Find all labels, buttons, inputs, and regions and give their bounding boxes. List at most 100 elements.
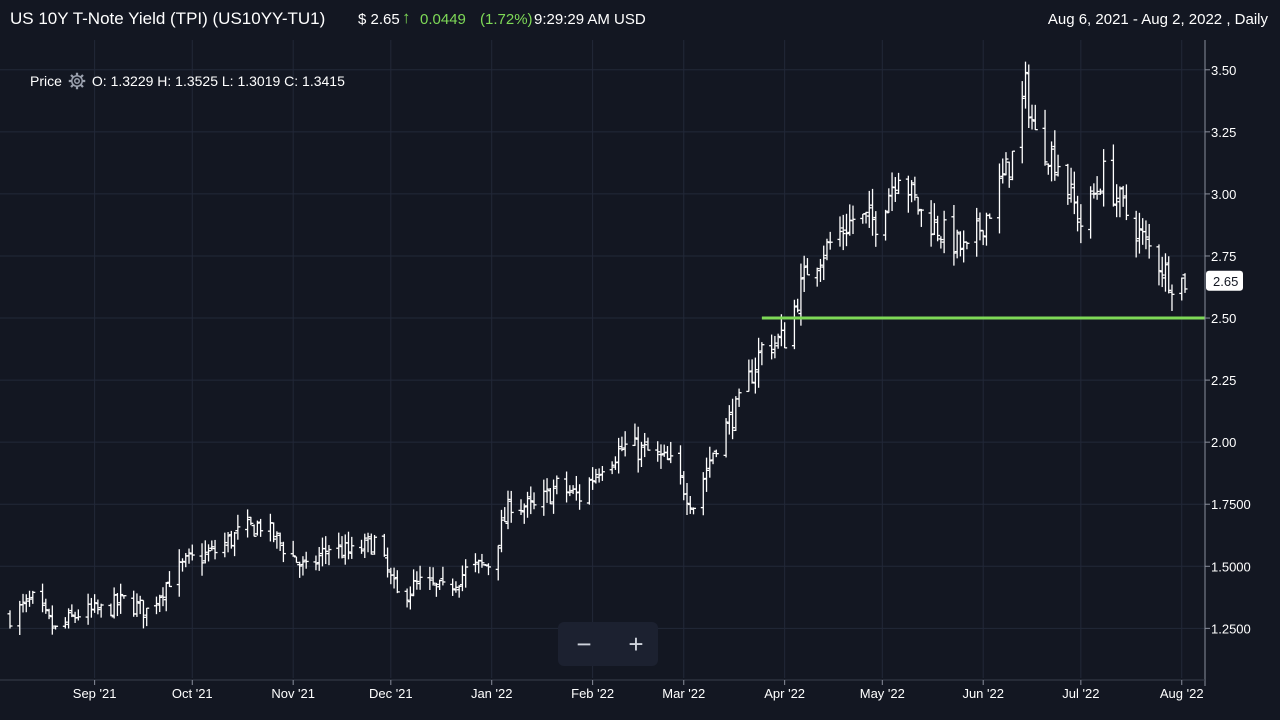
ohlc-bar: [821, 245, 827, 281]
ohlc-bar: [1162, 253, 1168, 292]
ohlc-bar: [43, 598, 49, 614]
ohlc-bar: [723, 418, 729, 458]
x-tick-label: Jan '22: [471, 686, 513, 701]
ohlc-bar: [323, 536, 329, 565]
ohlc-bar: [254, 520, 260, 536]
ohlc-bar: [225, 532, 231, 553]
ohlc-bar: [655, 441, 661, 462]
y-axis: 3.50 3.25 3.00 2.75 2.50 2.25 2.00 1.7500 1.5000…: [1204, 40, 1251, 686]
ohlc-bar: [62, 617, 68, 629]
ohlc-bar: [180, 558, 186, 572]
ohlc-bar: [368, 533, 374, 555]
x-tick-label: Sep '21: [73, 686, 117, 701]
ohlc-bar: [883, 209, 889, 241]
gear-icon[interactable]: [68, 72, 86, 90]
ohlc-bar: [166, 571, 172, 588]
ohlc-bar: [980, 229, 986, 246]
ohlc-bar: [658, 444, 664, 469]
ohlc-bar: [1123, 184, 1129, 221]
ohlc-bar: [140, 599, 146, 629]
ohlc-bar: [622, 431, 628, 457]
ohlc-bar: [1156, 244, 1162, 286]
ohlc-bar: [521, 503, 527, 524]
ohlc-bar: [293, 556, 299, 564]
ohlc-bar: [798, 263, 804, 326]
y-tick-label: 1.5000: [1211, 559, 1251, 574]
ohlc-bar: [459, 565, 465, 592]
ohlc-bar: [271, 522, 277, 543]
ohlc-bar: [186, 548, 192, 564]
last-price-label: 2.65: [1213, 274, 1238, 289]
ohlc-bar: [977, 212, 983, 241]
ohlc-bar: [912, 176, 918, 201]
ohlc-bar: [840, 214, 846, 251]
zoom-out-button[interactable]: −: [576, 629, 592, 659]
ohlc-bar: [1071, 171, 1077, 215]
ohlc-bar: [502, 507, 508, 523]
date-range[interactable]: Aug 6, 2021 - Aug 2, 2022 , Daily: [1047, 11, 1268, 28]
ohlc-bar: [713, 449, 719, 458]
ohlc-bar: [40, 583, 46, 613]
ohlc-bar: [677, 445, 683, 485]
x-tick-label: Dec '21: [369, 686, 413, 701]
ohlc-bar: [707, 446, 713, 478]
ohlc-bar: [554, 475, 560, 495]
ohlc-bar: [342, 534, 348, 565]
ohlc-bar: [642, 432, 648, 458]
ohlc-bar: [339, 536, 345, 559]
y-tick-label: 2.25: [1211, 373, 1236, 388]
ohlc-bar: [319, 537, 325, 567]
ohlc-bar: [277, 532, 283, 551]
ohlc-bar: [814, 267, 820, 287]
quote-time: 9:29:29 AM USD: [534, 11, 646, 28]
ohlc-bar: [440, 566, 446, 586]
ohlc-bar: [632, 423, 638, 447]
ohlc-bar: [756, 337, 762, 388]
ohlc-bar: [1091, 183, 1097, 199]
ohlc-bar: [508, 490, 514, 523]
legend-ohlc: O: 1.3229 H: 1.3525 L: 1.3019 C: 1.3415: [91, 73, 345, 89]
ohlc-bar: [411, 569, 417, 597]
ohlc-bar: [954, 229, 960, 259]
ohlc-bar: [303, 551, 309, 569]
ohlc-bar: [860, 213, 866, 224]
ohlc-bar: [404, 588, 410, 608]
ohlc-bar: [153, 596, 159, 615]
ohlc-bar: [938, 236, 944, 249]
ohlc-bar: [157, 594, 163, 613]
ohlc-bar: [961, 230, 967, 263]
ohlc-bar: [137, 595, 143, 615]
zoom-controls: − +: [558, 622, 658, 666]
ohlc-bar: [1097, 188, 1103, 195]
ohlc-bar: [700, 472, 706, 516]
ohlc-bar: [873, 211, 879, 247]
ohlc-bar: [1009, 150, 1015, 181]
ohlc-bar: [450, 578, 456, 596]
ohlc-bar: [586, 477, 592, 505]
ohlc-bar: [313, 555, 319, 571]
ohlc-bar: [160, 587, 166, 607]
ohlc-bar: [531, 492, 537, 510]
ohlc-bar: [505, 490, 511, 530]
ohlc-bar: [824, 238, 830, 261]
ohlc-bar: [118, 583, 124, 614]
ohlc-bar: [1068, 167, 1074, 203]
ohlc-bar: [931, 203, 937, 235]
ohlc-bar: [551, 479, 557, 514]
zoom-in-button[interactable]: +: [628, 629, 644, 659]
ohlc-bar: [274, 531, 280, 549]
ohlc-bar: [336, 532, 342, 559]
ohlc-bar: [704, 457, 710, 492]
chart-grid: [0, 40, 1205, 678]
ohlc-bar: [95, 599, 101, 615]
ohlc-bar: [983, 212, 989, 246]
ohlc-bar: [108, 603, 114, 617]
ohlc-bar: [791, 299, 797, 350]
ohlc-bar: [1049, 141, 1055, 182]
ohlc-bar: [199, 543, 205, 576]
ohlc-bar: [645, 437, 651, 451]
price-change-percent: (1.72%): [480, 11, 533, 28]
ohlc-bar: [733, 396, 739, 432]
ohlc-bar: [385, 547, 391, 578]
